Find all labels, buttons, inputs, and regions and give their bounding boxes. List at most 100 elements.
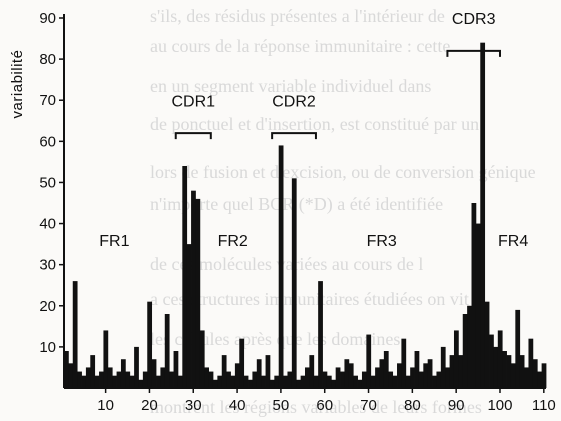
y-tick-label: 60 — [39, 133, 56, 150]
bars-group — [64, 42, 547, 389]
y-tick-label: 70 — [39, 92, 56, 109]
bar — [230, 375, 236, 388]
bar — [305, 367, 310, 388]
bar — [199, 330, 205, 388]
cdr-bracket — [174, 132, 212, 140]
cdr-bracket-label: CDR1 — [171, 93, 215, 110]
bar — [392, 375, 398, 388]
x-tick-label: 50 — [273, 397, 290, 414]
bar — [379, 359, 385, 388]
bar — [112, 375, 117, 388]
y-tick-label: 50 — [39, 174, 56, 191]
y-tick-label: 30 — [39, 257, 56, 274]
bar — [278, 145, 284, 388]
background-text-line: les cellules après que les domaines — [150, 329, 400, 349]
y-tick-label: 20 — [39, 298, 56, 315]
bar — [265, 355, 271, 388]
bar — [151, 359, 157, 388]
bar — [506, 355, 512, 388]
bar — [414, 351, 420, 388]
x-tick-label: 10 — [97, 397, 114, 414]
bar — [375, 367, 380, 388]
bar — [357, 379, 363, 388]
bar — [462, 314, 468, 388]
bar — [243, 375, 249, 388]
bar — [248, 379, 253, 388]
bar — [256, 359, 262, 388]
bar — [68, 363, 74, 388]
bar — [156, 375, 161, 388]
bar — [405, 375, 411, 388]
bar — [361, 371, 367, 388]
bar — [296, 379, 302, 388]
bar — [388, 371, 394, 388]
bar — [537, 371, 543, 388]
bar — [532, 359, 538, 388]
bar — [182, 166, 188, 388]
bar — [191, 190, 196, 388]
region-label-fr3: FR3 — [367, 233, 397, 250]
bar — [138, 379, 144, 388]
bar — [116, 371, 122, 388]
bar — [169, 371, 174, 388]
bar — [340, 371, 345, 388]
bar — [309, 355, 315, 388]
bar — [283, 375, 288, 388]
region-label-fr4: FR4 — [498, 233, 528, 250]
bar — [120, 359, 126, 388]
x-tick-label: 40 — [229, 397, 246, 414]
bar — [427, 359, 433, 388]
background-text-line: montrent les régions variables de leurs … — [150, 397, 482, 417]
background-text-line: s'ils, des résidus présentes a l'intérie… — [150, 6, 445, 26]
bar — [423, 363, 429, 388]
cdr-bracket — [446, 49, 501, 57]
background-text-line: lors de fusion et d'excision, ou de conv… — [150, 162, 536, 182]
bar — [353, 375, 358, 388]
bar — [489, 334, 494, 388]
bar — [99, 371, 104, 388]
bar — [160, 367, 166, 388]
bar — [502, 351, 507, 388]
bar — [173, 351, 179, 388]
y-tick-label: 90 — [39, 10, 56, 27]
bar — [81, 375, 87, 388]
bar — [164, 314, 170, 388]
bar — [331, 379, 337, 388]
bar — [524, 367, 529, 388]
background-text-line: de ces molécules variées au cours de l — [150, 254, 423, 274]
bar — [484, 301, 490, 388]
bar — [528, 338, 534, 388]
background-text-line: au cours de la réponse immunitaire : cet… — [150, 36, 450, 56]
bar — [519, 355, 525, 388]
bar — [397, 363, 402, 388]
bar — [94, 375, 100, 388]
bar — [432, 375, 437, 388]
bar — [335, 367, 341, 388]
bar — [436, 371, 442, 388]
bar — [221, 355, 227, 388]
bar — [291, 178, 297, 388]
x-tick-label: 60 — [316, 397, 333, 414]
y-tick-label: 80 — [39, 51, 56, 68]
background-text-line: de ponctuel et d'insertion, est constitu… — [150, 114, 479, 134]
bar — [287, 371, 293, 388]
bar — [85, 367, 91, 388]
bar — [103, 330, 109, 388]
cdr-bracket-label: CDR2 — [272, 93, 316, 110]
bar — [77, 371, 82, 388]
bar — [510, 363, 516, 388]
bar — [208, 371, 214, 388]
bar — [440, 346, 446, 388]
bar — [318, 281, 323, 388]
bar — [129, 375, 135, 388]
bar — [401, 338, 407, 388]
bar — [418, 371, 424, 388]
background-text-line: a ces structures immunitaires étudiées o… — [150, 289, 469, 309]
bar — [515, 309, 521, 388]
bar — [177, 375, 183, 388]
bar — [300, 375, 306, 388]
bar — [204, 367, 209, 388]
bar — [410, 367, 415, 388]
x-tick-label: 110 — [532, 397, 556, 414]
